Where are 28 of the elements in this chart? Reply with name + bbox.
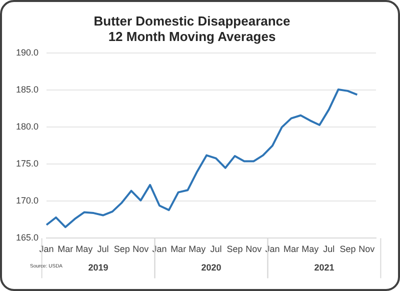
x-tick-label: Nov: [132, 244, 150, 254]
x-tick-label: Sep: [340, 244, 356, 254]
chart-title: Butter Domestic Disappearance 12 Month Moving Averages: [94, 13, 290, 44]
y-tick-label: 180.0: [16, 122, 39, 132]
y-tick-label: 170.0: [16, 196, 39, 206]
x-tick-label: Jan: [265, 244, 280, 254]
text: 2021: [314, 262, 334, 273]
text: 2020: [201, 262, 222, 273]
x-tick-label: Jul: [97, 244, 109, 254]
x-tick-label: Mar: [170, 244, 186, 254]
x-tick-label: May: [76, 244, 94, 254]
x-tick-label: Jul: [210, 244, 222, 254]
x-tick-label: May: [302, 244, 320, 254]
y-tick-label: 175.0: [16, 158, 39, 169]
x-tick-label: Sep: [114, 244, 130, 254]
y-tick-label: 185.0: [16, 84, 39, 95]
x-tick-label: Mar: [58, 244, 74, 254]
x-tick-label: Nov: [358, 244, 376, 254]
x-tick-label: Jul: [323, 244, 335, 254]
x-tick-label: Jan: [39, 244, 54, 254]
x-tick-label: May: [188, 244, 206, 254]
text: 2019: [88, 262, 108, 273]
x-tick-label: Jan: [152, 244, 167, 254]
x-tick-label: Sep: [226, 244, 243, 254]
y-tick-label: 190.0: [16, 48, 39, 58]
x-tick-label: Nov: [246, 244, 262, 254]
x-tick-label: Mar: [284, 244, 300, 254]
y-tick-label: 165.0: [16, 232, 39, 243]
